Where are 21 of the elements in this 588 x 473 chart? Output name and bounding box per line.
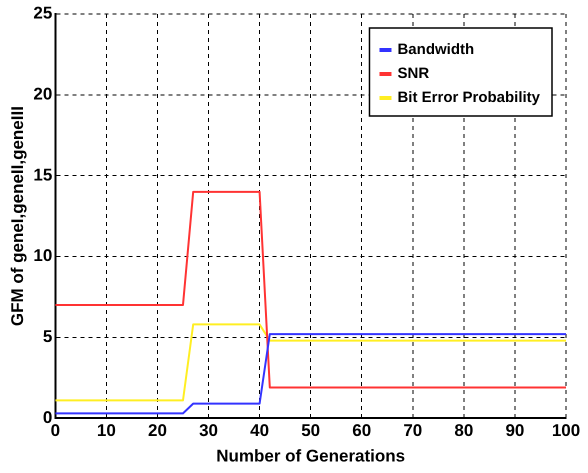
y-tick-label: 5 — [42, 327, 52, 346]
y-tick-label: 15 — [33, 165, 52, 184]
y-tick-label: 20 — [33, 84, 52, 104]
x-tick-label: 100 — [552, 421, 580, 440]
y-tick-label: 10 — [33, 246, 52, 266]
x-tick-label: 80 — [454, 421, 474, 440]
x-tick-label: 40 — [250, 421, 270, 440]
legend-label: SNR — [397, 65, 430, 82]
legend-label: Bandwidth — [397, 41, 474, 58]
x-tick-label: 60 — [352, 421, 372, 440]
x-tick-label: 10 — [96, 421, 116, 440]
y-tick-label: 25 — [33, 4, 52, 23]
legend-label: Bit Error Probability — [397, 89, 541, 106]
x-tick-label: 30 — [199, 421, 218, 440]
x-tick-label: 20 — [148, 421, 167, 440]
x-tick-label: 50 — [301, 421, 320, 440]
y-axis-title: GFM of geneI,geneII,geneIII — [8, 106, 27, 326]
y-tick-label: 0 — [42, 408, 52, 427]
x-tick-label: 70 — [403, 421, 422, 440]
x-axis-title: Number of Generations — [216, 446, 406, 466]
x-tick-label: 90 — [505, 421, 524, 440]
